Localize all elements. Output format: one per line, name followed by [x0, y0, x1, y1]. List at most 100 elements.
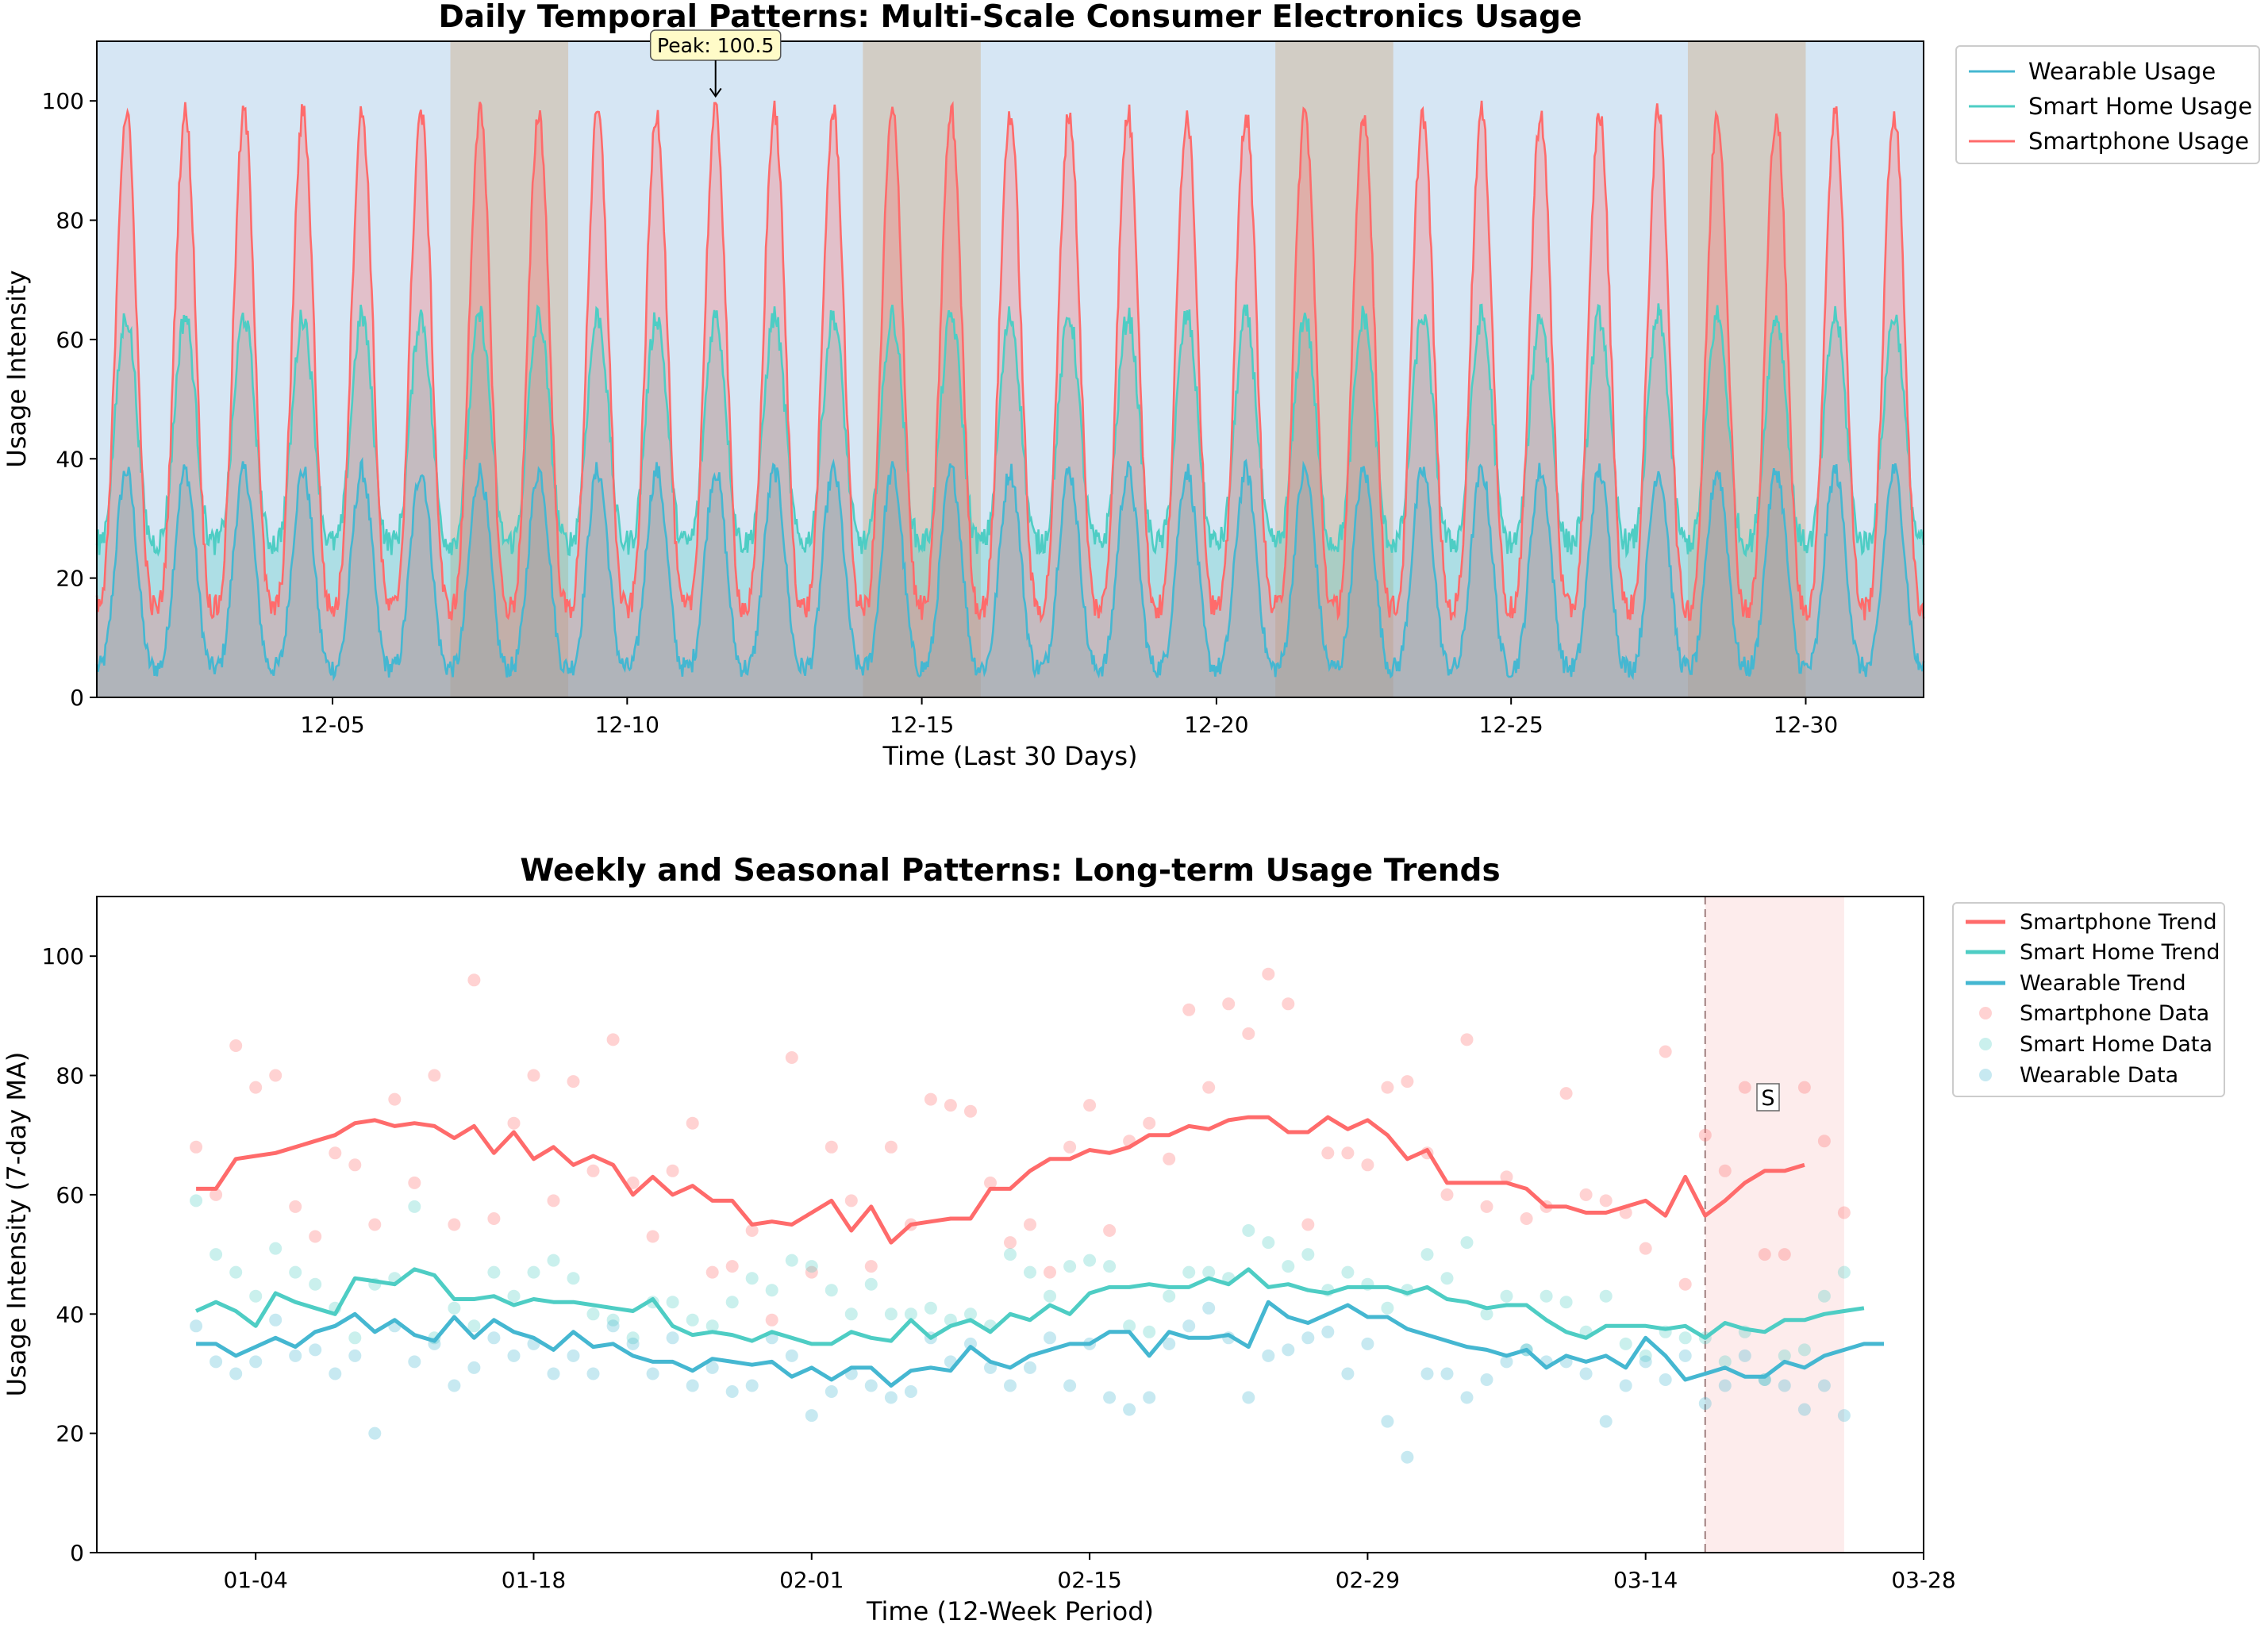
- legend-label-smart-home-data: Smart Home Data: [2020, 1032, 2212, 1057]
- point-wearable-data: [289, 1349, 302, 1362]
- bottom-x-tick-label: 02-15: [1057, 1567, 1121, 1593]
- weekly-trend-chart: 01-04 01-18 02-01 02-15 02-29 03-14 03-28 0 20 4…: [2, 853, 2225, 1626]
- point-wearable-data: [1063, 1379, 1077, 1392]
- point-smart-home-data: [785, 1254, 798, 1267]
- point-wearable-data: [1202, 1301, 1216, 1315]
- point-wearable-data: [1044, 1331, 1056, 1345]
- point-smartphone-data: [884, 1140, 898, 1154]
- point-wearable-data: [1301, 1331, 1315, 1345]
- top-legend: Wearable Usage Smart Home Usage Smartpho…: [1955, 45, 2260, 164]
- point-smart-home-data: [1797, 1343, 1811, 1357]
- weekend-span-1: [450, 41, 569, 697]
- point-wearable-data: [686, 1379, 699, 1392]
- point-smartphone-data: [725, 1260, 739, 1273]
- point-smartphone-data: [1143, 1116, 1156, 1130]
- point-smart-home-data: [1143, 1325, 1156, 1338]
- point-wearable-data: [1420, 1367, 1434, 1380]
- bottom-x-tick-label: 02-01: [779, 1567, 844, 1593]
- top-background-layer: [97, 41, 1924, 697]
- point-smartphone-data: [1381, 1081, 1394, 1094]
- point-smartphone-data: [1758, 1248, 1771, 1261]
- point-smart-home-data: [487, 1265, 501, 1279]
- bottom-x-tick-label: 03-14: [1613, 1567, 1678, 1593]
- season-marker-text: S: [1761, 1086, 1774, 1111]
- point-smartphone-data: [1103, 1224, 1117, 1237]
- bottom-trend-layer: [195, 1115, 1884, 1388]
- point-smart-home-data: [190, 1194, 203, 1208]
- point-smartphone-data: [1817, 1135, 1831, 1148]
- legend-label-smart-home-usage: Smart Home Usage: [2028, 93, 2252, 120]
- bottom-x-tick-label: 03-28: [1891, 1567, 1955, 1593]
- bottom-chart-title: Weekly and Seasonal Patterns: Long-term …: [520, 853, 1500, 889]
- point-smartphone-data: [408, 1176, 421, 1189]
- weekday-background: [97, 41, 1924, 697]
- point-smart-home-data: [1559, 1296, 1573, 1309]
- point-wearable-data: [1282, 1343, 1295, 1357]
- point-smart-home-data: [1123, 1319, 1136, 1333]
- top-y-axis-label: Usage Intensity: [2, 270, 32, 467]
- point-smartphone-data: [745, 1224, 759, 1237]
- daily-usage-chart: 12-05 12-10 12-15 12-20 12-25 12-30 0 20 40 60 80…: [2, 0, 2260, 771]
- point-smartphone-data: [864, 1260, 878, 1273]
- point-smart-home-data: [606, 1313, 620, 1327]
- top-x-tick-label: 12-05: [300, 712, 364, 738]
- point-smartphone-data: [844, 1194, 858, 1208]
- point-wearable-data: [1500, 1355, 1513, 1369]
- point-smart-home-data: [924, 1301, 937, 1315]
- point-smartphone-data: [210, 1188, 223, 1201]
- point-smart-home-data: [1678, 1331, 1692, 1345]
- point-wearable-data: [666, 1331, 679, 1345]
- point-smartphone-data: [329, 1146, 342, 1160]
- point-smartphone-data: [1024, 1218, 1036, 1231]
- point-smartphone-data: [586, 1164, 600, 1177]
- point-smartphone-data: [1837, 1206, 1851, 1219]
- point-wearable-data: [1837, 1409, 1851, 1423]
- point-wearable-data: [825, 1385, 838, 1398]
- point-smartphone-data: [487, 1212, 501, 1225]
- line-wearable-usage: [95, 456, 1925, 682]
- point-smartphone-data: [1401, 1075, 1414, 1089]
- point-smartphone-data: [1678, 1277, 1692, 1291]
- point-smartphone-data: [1202, 1081, 1216, 1094]
- point-smartphone-data: [626, 1176, 640, 1189]
- top-y-tick-label: 40: [56, 446, 84, 472]
- point-wearable-data: [1480, 1373, 1493, 1386]
- legend-label-wearable-data: Wearable Data: [2020, 1063, 2178, 1088]
- point-smartphone-data: [448, 1218, 461, 1231]
- point-wearable-data: [1619, 1379, 1632, 1392]
- top-x-ticks: 12-05 12-10 12-15 12-20 12-25 12-30: [300, 697, 1838, 738]
- point-smart-home-data: [1282, 1260, 1295, 1273]
- point-smartphone-data: [1004, 1236, 1017, 1250]
- area-wearable-usage: [97, 460, 1924, 697]
- point-smart-home-data: [210, 1248, 223, 1261]
- point-smart-home-data: [825, 1284, 838, 1297]
- point-wearable-data: [368, 1426, 382, 1440]
- point-smartphone-data: [705, 1265, 719, 1279]
- point-smart-home-data: [1103, 1260, 1117, 1273]
- point-smartphone-data: [1698, 1128, 1712, 1142]
- point-smart-home-data: [805, 1260, 818, 1273]
- point-wearable-data: [626, 1337, 640, 1350]
- line-smart-home-trend: [195, 1267, 1865, 1346]
- point-wearable-data: [329, 1367, 342, 1380]
- point-wearable-data: [507, 1349, 521, 1362]
- point-smart-home-data: [1460, 1236, 1474, 1250]
- point-smartphone-data: [368, 1218, 382, 1231]
- point-smartphone-data: [1659, 1045, 1672, 1058]
- point-smart-home-data: [904, 1307, 917, 1321]
- point-smartphone-data: [1163, 1152, 1176, 1165]
- point-smart-home-data: [269, 1242, 283, 1255]
- point-smart-home-data: [884, 1307, 898, 1321]
- point-smart-home-data: [1004, 1248, 1017, 1261]
- top-x-tick-label: 12-20: [1184, 712, 1248, 738]
- top-x-tick-label: 12-10: [595, 712, 659, 738]
- point-smartphone-data: [1321, 1146, 1335, 1160]
- bottom-y-ticks: 0 20 40 60 80 100: [42, 943, 97, 1566]
- point-smart-home-data: [1500, 1289, 1513, 1303]
- point-wearable-data: [1321, 1325, 1335, 1338]
- point-smartphone-data: [1460, 1033, 1474, 1046]
- point-smartphone-data: [1182, 1003, 1196, 1016]
- point-smart-home-data: [547, 1254, 560, 1267]
- top-plot-frame: [96, 40, 1924, 698]
